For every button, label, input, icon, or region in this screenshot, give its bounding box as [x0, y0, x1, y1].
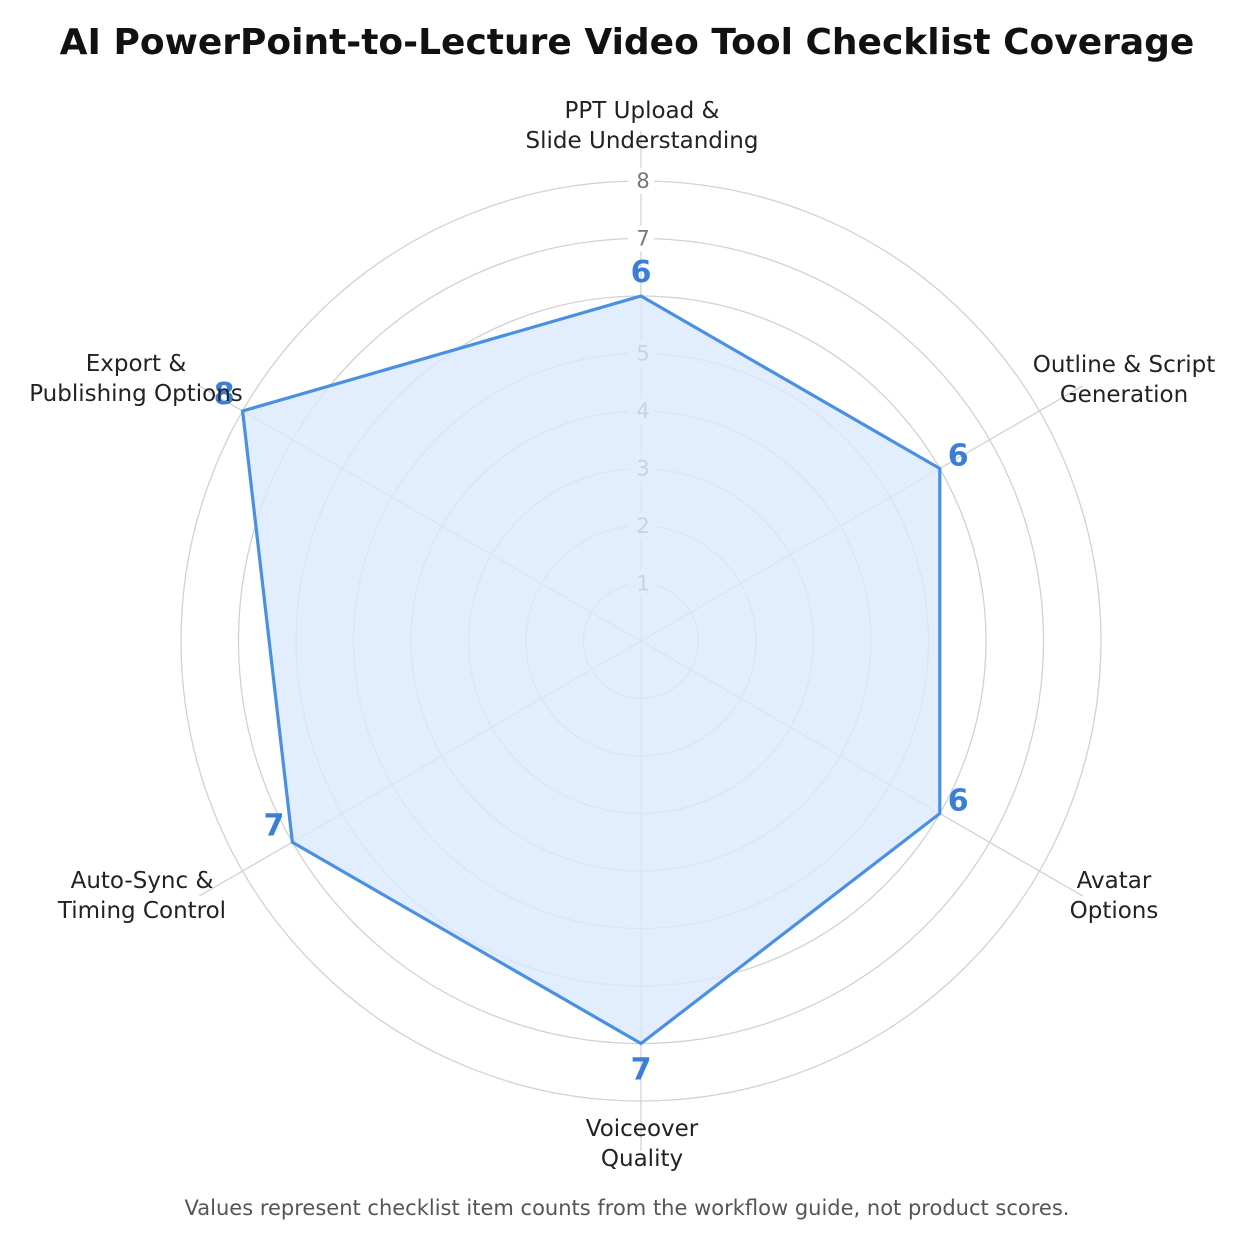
axis-label-1: PPT Upload & Slide Understanding: [526, 98, 759, 154]
axis-label-2: Outline & Script Generation: [1033, 352, 1215, 408]
axis-label-6: Export & Publishing Options: [29, 351, 243, 407]
axis-label-line: Export &: [86, 351, 187, 377]
tick-label-bg: [628, 225, 654, 252]
axis-label-line: PPT Upload &: [565, 98, 720, 124]
axis-label-line: Quality: [601, 1146, 683, 1172]
axis-label-line: Slide Understanding: [526, 128, 759, 154]
value-labels: 6 6 6 7 7 8: [214, 255, 969, 1088]
axis-label-line: Auto-Sync &: [71, 868, 214, 894]
value-label-4: 7: [631, 1053, 652, 1088]
tick-label-8: 8: [636, 169, 649, 193]
axis-label-line: Timing Control: [57, 898, 226, 924]
axis-label-line: Avatar: [1077, 868, 1152, 894]
series-polygon: [240, 294, 942, 1046]
value-label-3: 6: [948, 784, 969, 819]
axis-label-line: Publishing Options: [29, 381, 243, 407]
axis-label-line: Outline & Script: [1033, 352, 1215, 378]
axis-label-line: Generation: [1060, 382, 1188, 408]
tick-label-bg: [628, 168, 654, 194]
chart-footnote: Values represent checklist item counts f…: [184, 1196, 1070, 1220]
tick-label-7: 7: [636, 227, 649, 251]
radar-series: [240, 294, 942, 1046]
chart-title: AI PowerPoint-to-Lecture Video Tool Chec…: [59, 22, 1195, 63]
axis-label-line: Voiceover: [586, 1116, 699, 1142]
axis-label-5: Auto-Sync & Timing Control: [57, 868, 226, 924]
axis-label-4: Voiceover Quality: [586, 1116, 699, 1172]
value-label-5: 7: [264, 808, 285, 843]
axis-label-line: Options: [1070, 898, 1159, 924]
value-label-2: 6: [948, 439, 969, 474]
axis-labels: PPT Upload & Slide Understanding Outline &…: [29, 98, 1215, 1172]
axis-label-3: Avatar Options: [1070, 868, 1159, 924]
value-label-1: 6: [631, 255, 652, 290]
value-label-6: 8: [214, 377, 235, 412]
